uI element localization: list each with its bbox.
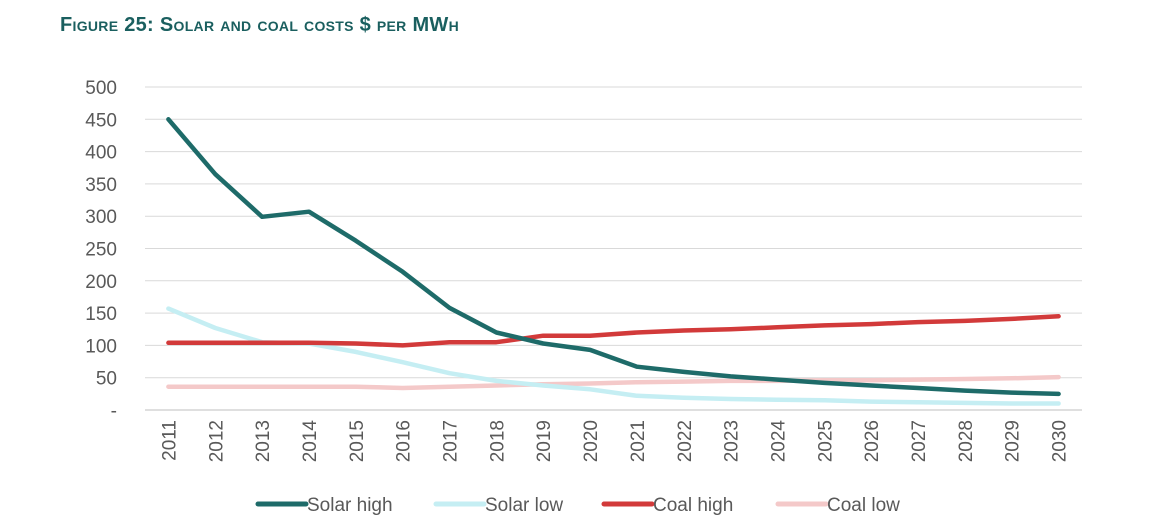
x-tick-label: 2013 bbox=[253, 420, 274, 462]
y-tick-label: 300 bbox=[85, 207, 117, 228]
series-line-coal-high bbox=[166, 314, 1061, 348]
x-tick-label: 2023 bbox=[722, 420, 743, 462]
x-tick-label: 2022 bbox=[675, 420, 696, 462]
legend-label: Solar low bbox=[485, 495, 563, 516]
legend-label: Coal high bbox=[653, 495, 733, 516]
y-tick-label: 150 bbox=[85, 304, 117, 325]
y-tick-label: 350 bbox=[85, 175, 117, 196]
x-tick-label: 2019 bbox=[534, 420, 555, 462]
x-tick-label: 2026 bbox=[862, 420, 883, 462]
x-axis-ticks: 2011 2012 2013 2014 2015 2016 2017 2018 2019 2020… bbox=[159, 420, 1070, 463]
legend: Solar high Solar low Coal high Coal low bbox=[255, 495, 900, 516]
x-tick-label: 2029 bbox=[1003, 420, 1024, 462]
y-tick-label: 500 bbox=[85, 78, 117, 99]
series-line-solar-high bbox=[166, 117, 1061, 397]
y-tick-label: 250 bbox=[85, 240, 117, 261]
x-tick-label: 2025 bbox=[815, 420, 836, 462]
x-tick-label: 2011 bbox=[159, 420, 180, 461]
series-line-coal-low bbox=[166, 374, 1061, 391]
x-tick-label: 2018 bbox=[487, 420, 508, 462]
y-tick-label: 100 bbox=[85, 336, 117, 357]
y-tick-label: 400 bbox=[85, 143, 117, 164]
x-tick-label: 2030 bbox=[1050, 420, 1071, 462]
x-tick-label: 2012 bbox=[206, 420, 227, 462]
x-tick-label: 2016 bbox=[394, 420, 415, 462]
x-tick-label: 2014 bbox=[300, 420, 321, 463]
x-tick-label: 2015 bbox=[347, 420, 368, 462]
gridlines bbox=[145, 86, 1082, 411]
y-axis-ticks: - 50 100 150 200 250 300 350 400 450 500 bbox=[85, 78, 117, 422]
legend-label: Solar high bbox=[307, 495, 393, 516]
x-tick-label: 2020 bbox=[581, 420, 602, 462]
y-tick-label: - bbox=[111, 401, 117, 422]
series-lines bbox=[166, 117, 1061, 406]
x-tick-label: 2017 bbox=[441, 420, 462, 462]
y-tick-label: 450 bbox=[85, 110, 117, 131]
figure-title: Figure 25: Solar and coal costs $ per MW… bbox=[60, 14, 459, 36]
y-tick-label: 50 bbox=[96, 369, 117, 390]
x-tick-label: 2027 bbox=[909, 420, 930, 462]
x-tick-label: 2024 bbox=[768, 420, 789, 463]
y-tick-label: 200 bbox=[85, 272, 117, 293]
x-tick-label: 2028 bbox=[956, 420, 977, 462]
legend-label: Coal low bbox=[827, 495, 900, 516]
x-tick-label: 2021 bbox=[628, 420, 649, 462]
